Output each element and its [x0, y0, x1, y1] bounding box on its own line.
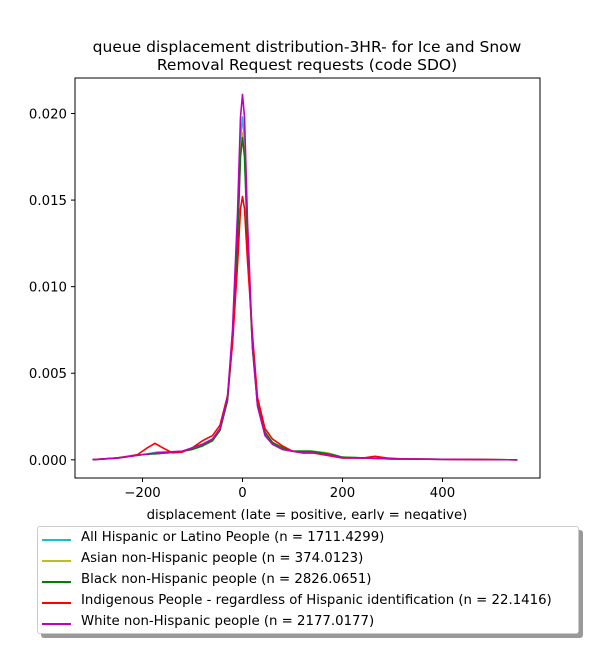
- y-tick-label: 0.020: [29, 107, 67, 122]
- y-tick-label: 0.010: [29, 281, 67, 296]
- series-line-5: [92, 93, 518, 461]
- x-tick-label: 0: [238, 486, 246, 501]
- legend-item: Indigenous People - regardless of Hispan…: [38, 592, 578, 612]
- legend-label: White non-Hispanic people (n = 2177.0177…: [81, 614, 375, 629]
- legend-item: Asian non-Hispanic people (n = 374.0123): [38, 550, 578, 570]
- series-line-2: [92, 131, 518, 461]
- series-layer: [92, 93, 518, 461]
- chart-title-line-2: Removal Request requests (code SDO): [157, 56, 457, 74]
- x-axis: −200 0 200 400: [124, 478, 455, 501]
- series-line-1: [92, 116, 518, 461]
- x-axis-label: displacement (late = positive, early = n…: [147, 508, 468, 520]
- density-chart: queue displacement distribution-3HR- for…: [29, 38, 541, 520]
- legend: All Hispanic or Latino People (n = 1711.…: [37, 526, 579, 634]
- y-tick-label: 0.015: [29, 194, 67, 209]
- plot-frame: [74, 77, 541, 479]
- legend-item: White non-Hispanic people (n = 2177.0177…: [38, 613, 578, 633]
- legend-label: Black non-Hispanic people (n = 2826.0651…: [81, 572, 372, 587]
- legend-swatch: [42, 560, 71, 562]
- series-line-3: [92, 136, 518, 461]
- legend-item: Black non-Hispanic people (n = 2826.0651…: [38, 571, 578, 591]
- y-axis: 0.000 0.005 0.010 0.015 0.020: [29, 107, 75, 469]
- legend-item: All Hispanic or Latino People (n = 1711.…: [38, 529, 578, 549]
- legend-label: All Hispanic or Latino People (n = 1711.…: [81, 530, 385, 545]
- legend-label: Indigenous People - regardless of Hispan…: [81, 593, 552, 608]
- x-tick-label: 200: [330, 486, 355, 501]
- y-tick-label: 0.005: [29, 367, 67, 382]
- legend-label: Asian non-Hispanic people (n = 374.0123): [81, 551, 364, 566]
- chart-title-line-1: queue displacement distribution-3HR- for…: [93, 38, 522, 56]
- x-tick-label: 400: [430, 486, 455, 501]
- legend-swatch: [42, 539, 71, 541]
- x-tick-label: −200: [124, 486, 161, 501]
- legend-swatch: [42, 602, 71, 604]
- legend-swatch: [42, 581, 71, 583]
- legend-swatch: [42, 623, 71, 625]
- y-tick-label: 0.000: [29, 454, 67, 469]
- series-line-4: [92, 195, 518, 461]
